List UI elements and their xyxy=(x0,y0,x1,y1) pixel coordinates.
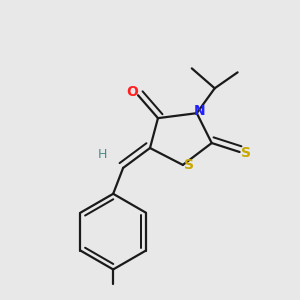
Text: O: O xyxy=(127,85,139,99)
Text: N: N xyxy=(194,104,206,118)
Text: H: H xyxy=(98,148,107,161)
Text: S: S xyxy=(184,158,194,172)
Text: S: S xyxy=(241,146,251,160)
